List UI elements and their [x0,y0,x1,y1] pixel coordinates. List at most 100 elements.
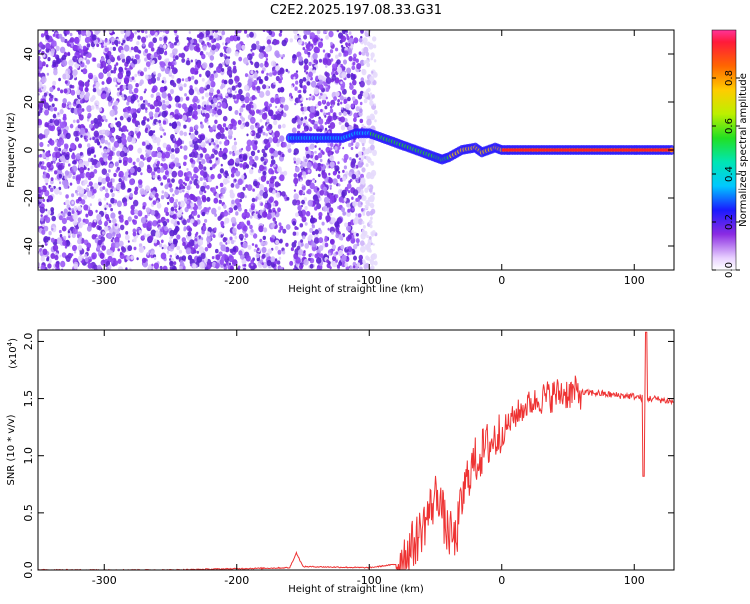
spectrogram-cell [360,173,364,179]
spectrogram-cell [335,47,339,52]
spectrogram-cell [182,219,187,226]
spectrogram-cell [351,196,354,200]
spectrogram-cell [70,89,76,96]
spectrogram-cell [106,72,111,78]
spectrogram-cell [318,197,322,201]
spectrogram-cell [82,45,87,50]
spectrogram-cell [182,186,186,189]
spectrogram-cell [38,56,41,60]
spectrogram-cell [131,112,138,119]
spectrogram-cell [78,114,84,121]
spectrogram-cell [331,231,334,235]
spectrogram-cell [53,53,57,58]
spectrogram-cell [315,47,320,54]
spectrogram-cell [89,171,95,179]
spectrogram-cell [253,180,258,187]
spectrogram-cell [94,77,98,82]
spectrogram-cell [355,153,359,158]
spectrogram-cell [106,64,112,71]
spectrogram-cell [278,222,282,226]
spectrogram-cell [336,66,342,74]
spectrogram-cell [78,84,84,91]
spectrogram-cell [46,257,50,262]
spectrogram-cell [275,191,281,198]
spectrogram-cell [180,185,184,189]
spectrogram-cell [293,267,297,270]
spectrogram-cell [232,246,237,252]
bottom-y-axis-label: SNR (10 * v/v) [6,414,17,485]
spectrogram-cell [41,185,47,193]
spectrogram-cell [156,48,162,55]
spectrogram-cell [64,148,67,152]
spectrogram-cell [244,84,249,92]
spectrogram-cell [331,151,334,155]
spectrogram-cell [250,131,253,135]
spectrogram-cell [369,188,373,193]
spectrogram-cell [79,151,83,156]
spectrogram-cell [178,112,181,116]
spectrogram-cell [340,244,345,250]
spectrogram-cells [38,30,378,270]
spectrogram-cell [343,153,349,161]
spectrogram-cell [41,229,46,235]
spectrogram-cell [118,157,122,161]
spectrogram-cell [321,221,325,226]
spectrogram-cell [366,242,371,248]
spectrogram-cell [178,249,183,254]
spectrogram-cell [152,85,158,93]
spectrogram-cell [246,220,251,225]
spectrogram-cell [314,145,317,148]
spectrogram-cell [361,143,365,147]
spectrogram-cell [67,211,72,217]
spectrogram-cell [206,235,212,243]
spectrogram-cell [40,216,44,222]
spectrogram-cell [282,112,287,118]
spectrogram-cell [230,183,235,188]
spectrogram-cell [192,210,198,216]
spectrogram-cell [361,123,365,128]
spectrogram-cell [332,255,337,262]
spectrogram-cell [282,54,285,58]
spectrogram-cell [334,221,340,228]
spectrogram-cell [211,256,215,260]
spectrogram-cell [373,44,377,49]
spectrogram-cell [329,212,333,217]
spectrogram-cell [134,73,138,78]
spectrogram-cell [374,119,377,123]
spectrogram-cell [158,243,163,248]
spectrogram-cell [366,41,371,47]
spectrogram-cell [56,58,61,64]
spectrogram-cell [342,176,347,182]
spectrogram-cell [279,73,283,78]
spectrogram-cell [292,199,298,206]
spectrogram-cell [287,143,292,149]
spectrogram-cell [307,199,313,207]
spectrogram-cell [82,68,88,75]
spectrogram-cell [52,157,56,162]
spectrogram-cell [61,225,67,232]
spectrogram-cell [105,173,110,178]
spectrogram-cell [163,39,167,44]
spectrogram-cell [295,231,299,236]
spectrogram-cell [345,103,351,110]
spectrogram-cell [118,210,122,215]
spectrogram-cell [76,185,82,192]
spectrogram-cell [42,174,47,179]
spectrogram-cell [120,30,125,35]
spectrogram-cell [264,200,268,204]
spectrogram-cell [50,161,54,165]
spectrogram-cell [159,30,163,33]
spectrogram-cell [201,78,205,82]
spectrogram-cell [327,53,331,58]
spectrogram-cell [164,51,168,56]
spectrogram-cell [202,62,208,69]
spectrogram-cell [293,30,298,35]
spectrogram-cell [260,175,267,183]
spectrogram-cell [107,255,113,263]
spectrogram-cell [232,34,239,42]
spectrogram-cell [52,33,56,37]
spectrogram-cell [336,174,341,179]
spectrogram-cell [308,257,311,261]
spectrogram-cell [130,46,134,51]
spectrogram-cell [114,100,119,106]
